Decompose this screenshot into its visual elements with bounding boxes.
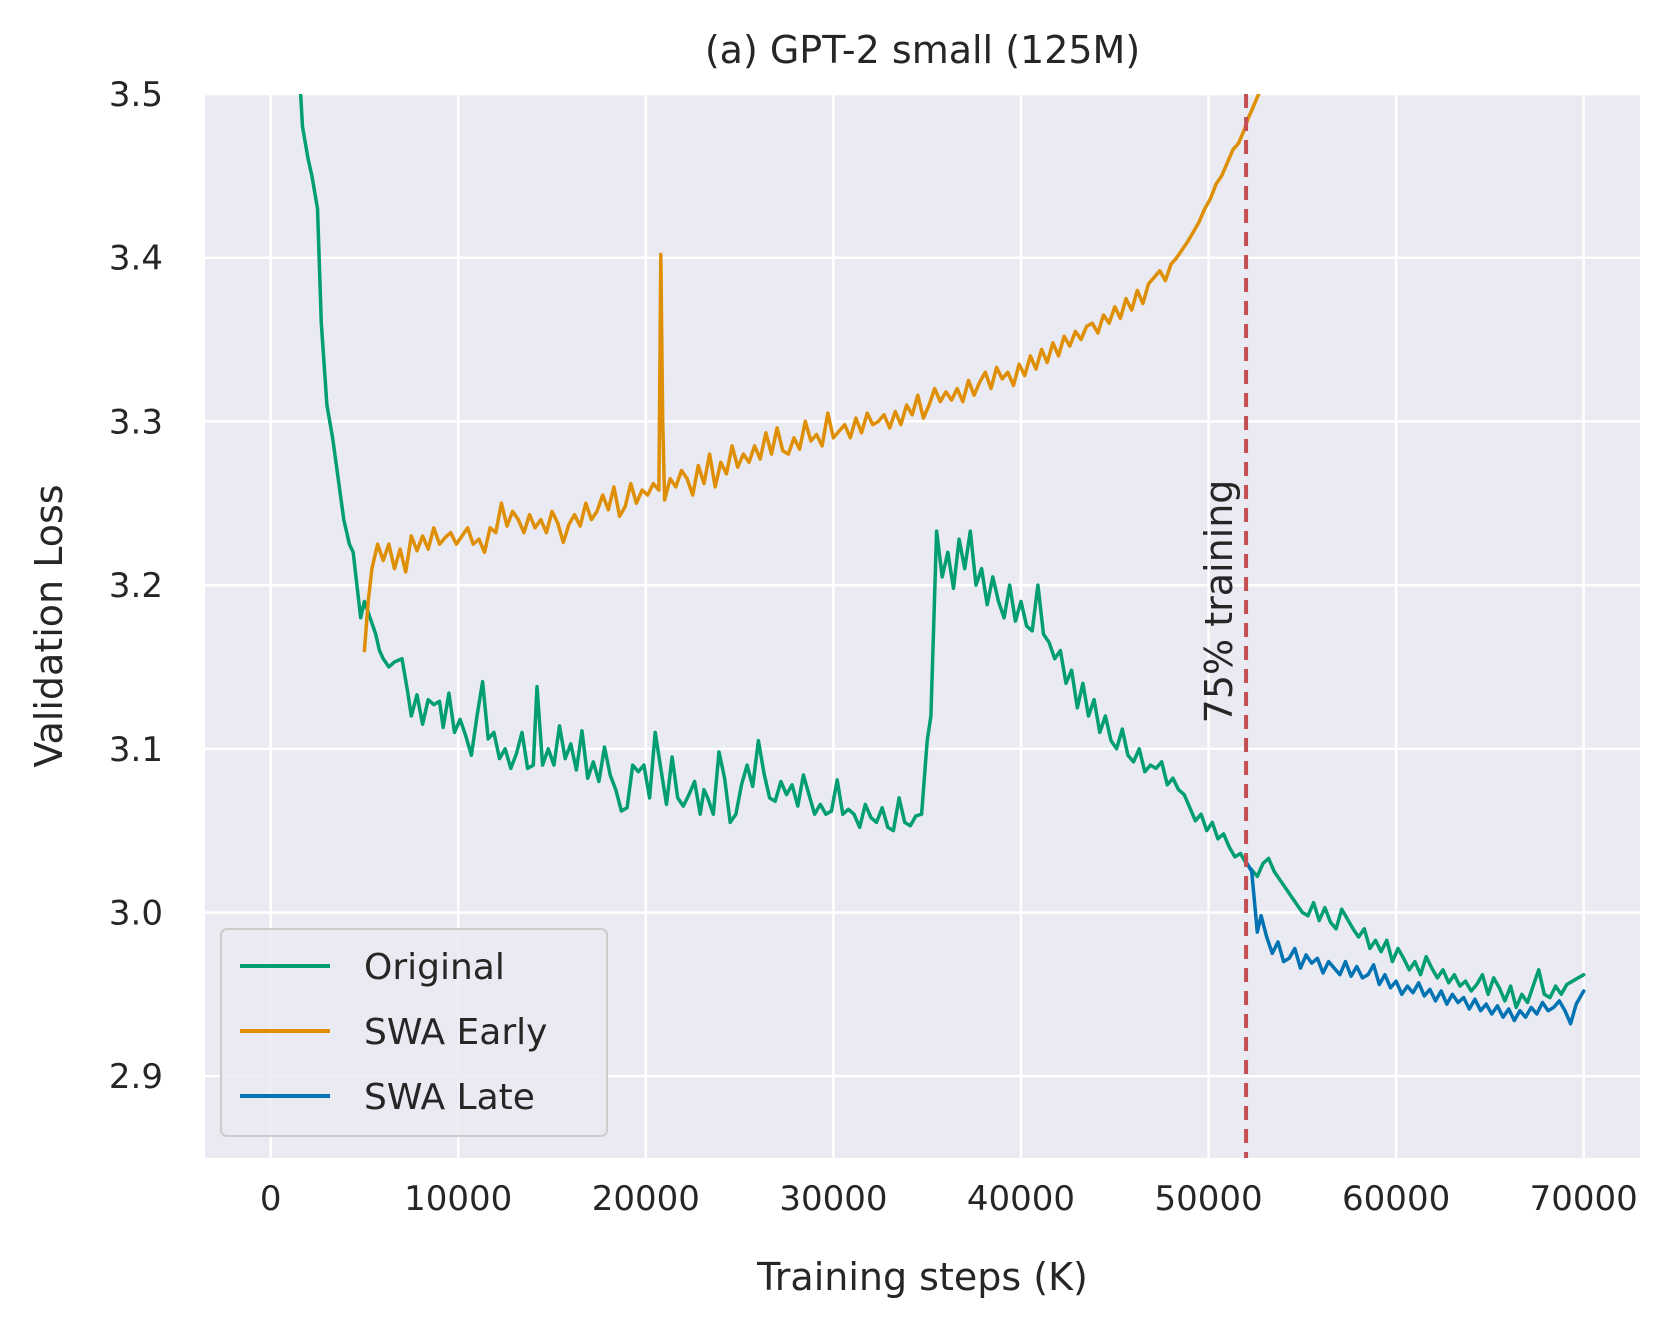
tick-labels: 0 10000 20000 30000 40000 50000 60000 70000 2.9 3… xyxy=(109,75,1638,1219)
series-lines xyxy=(298,94,1586,1026)
y-axis-label: Validation Loss xyxy=(27,484,71,767)
x-tick-label: 60000 xyxy=(1342,1179,1450,1219)
x-tick-label: 20000 xyxy=(592,1179,700,1219)
x-tick-label: 30000 xyxy=(779,1179,887,1219)
series-line-swa-early xyxy=(362,94,1261,653)
x-axis-label: Training steps (K) xyxy=(756,1255,1088,1299)
x-tick-label: 50000 xyxy=(1154,1179,1262,1219)
y-tick-label: 3.1 xyxy=(109,730,163,770)
series-line-swa-late xyxy=(1244,859,1586,1026)
y-tick-label: 3.2 xyxy=(109,566,163,606)
series-line-original xyxy=(298,94,1586,1010)
x-tick-label: 40000 xyxy=(967,1179,1075,1219)
x-tick-label: 0 xyxy=(260,1179,282,1219)
legend: Original SWA Early SWA Late xyxy=(220,928,608,1137)
x-tick-label: 10000 xyxy=(404,1179,512,1219)
y-tick-label: 3.3 xyxy=(109,402,163,442)
vline-annotation: 75% training xyxy=(1197,480,1241,724)
legend-box xyxy=(220,928,608,1137)
y-tick-label: 2.9 xyxy=(109,1057,163,1097)
legend-label-swa-early: SWA Early xyxy=(364,1012,547,1053)
chart-title: (a) GPT-2 small (125M) xyxy=(705,28,1140,72)
y-tick-label: 3.0 xyxy=(109,893,163,933)
x-tick-label: 70000 xyxy=(1530,1179,1638,1219)
y-tick-label: 3.5 xyxy=(109,75,163,115)
y-tick-label: 3.4 xyxy=(109,239,163,279)
legend-label-original: Original xyxy=(364,947,505,988)
legend-label-swa-late: SWA Late xyxy=(364,1077,535,1118)
